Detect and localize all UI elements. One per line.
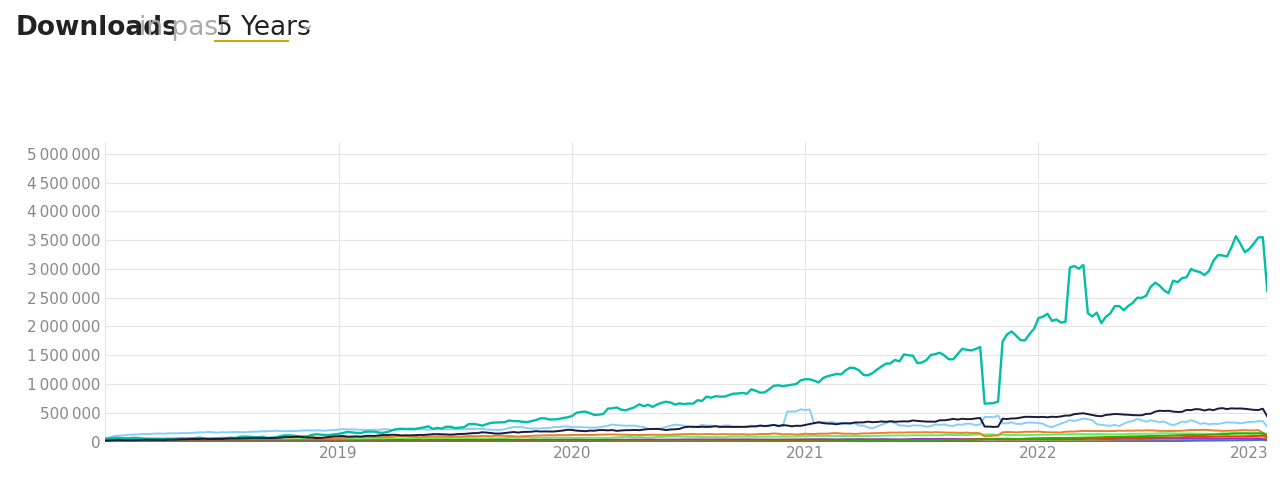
Text: Downloads: Downloads	[15, 15, 178, 41]
Text: ⌄: ⌄	[298, 15, 315, 34]
Text: in past: in past	[139, 15, 229, 41]
Text: 5 Years: 5 Years	[216, 15, 311, 41]
